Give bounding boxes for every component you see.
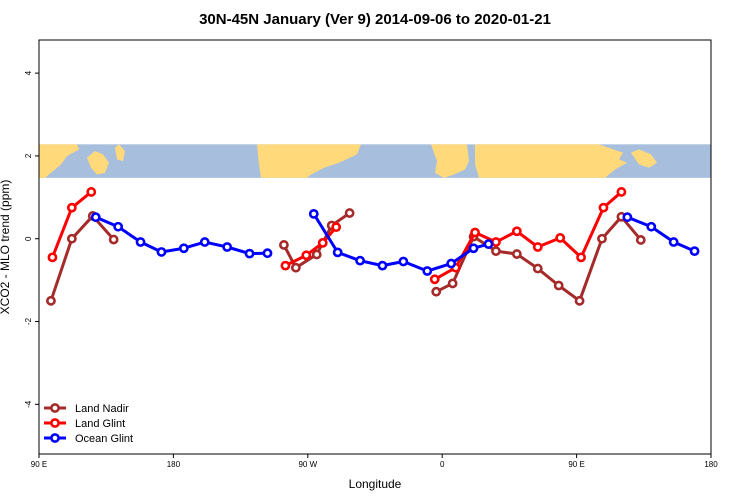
series-1-point-0-0 bbox=[47, 252, 58, 263]
y-tick-label-3: 2 bbox=[24, 153, 33, 158]
series-0-point-2-10 bbox=[635, 235, 646, 245]
legend-label-0: Land Nadir bbox=[75, 403, 129, 415]
series-0-point-2-6 bbox=[553, 280, 564, 291]
map-land-7 bbox=[509, 156, 521, 172]
map-land-3 bbox=[257, 144, 361, 178]
series-2-point-2-2 bbox=[668, 237, 679, 247]
series-2-point-1-4 bbox=[398, 256, 409, 267]
map-land-0 bbox=[39, 144, 79, 178]
series-0-point-0-0 bbox=[46, 295, 56, 306]
world-map-band bbox=[39, 144, 711, 178]
series-1-point-2-9 bbox=[616, 187, 627, 197]
series-2-point-0-3 bbox=[156, 247, 167, 257]
x-tick-label-5: 180 bbox=[704, 460, 718, 469]
y-axis-label: XCO2 - MLO trend (ppm) bbox=[0, 180, 12, 315]
series-2-point-1-0 bbox=[308, 208, 319, 219]
series-1-point-2-4 bbox=[511, 226, 522, 237]
map-land-5 bbox=[475, 144, 627, 178]
x-tick-label-3: 0 bbox=[440, 460, 445, 469]
series-1-point-1-3 bbox=[331, 222, 342, 233]
series-0-line-2 bbox=[435, 215, 642, 303]
series-2-line-2 bbox=[626, 215, 696, 253]
series-0-point-1-0 bbox=[279, 240, 289, 250]
series-0-line-0 bbox=[49, 214, 115, 302]
series-1 bbox=[47, 187, 627, 285]
map-land-6 bbox=[631, 149, 657, 168]
x-tick-label-4: 90 E bbox=[568, 460, 584, 469]
legend-marker-0 bbox=[50, 403, 60, 413]
series-2-point-1-6 bbox=[446, 258, 457, 269]
x-tick-label-0: 90 E bbox=[31, 460, 47, 469]
series-0-point-1-1 bbox=[290, 262, 301, 273]
x-axis: 90 E 180 90 W 0 90 E 180 bbox=[31, 454, 718, 469]
y-tick-label-4: 4 bbox=[24, 70, 33, 75]
series-2-point-0-5 bbox=[199, 237, 210, 247]
x-tick-label-2: 90 W bbox=[298, 460, 317, 469]
series-2-point-1-2 bbox=[355, 255, 365, 266]
legend: Land Nadir Land Glint Ocean Glint bbox=[44, 403, 133, 445]
y-tick-label-1: -2 bbox=[24, 317, 33, 325]
series-2-point-0-0 bbox=[90, 212, 101, 223]
series-1-line-1 bbox=[284, 226, 338, 267]
series-2-point-2-3 bbox=[689, 246, 700, 257]
map-land-4 bbox=[431, 144, 469, 178]
plot-frame bbox=[38, 39, 712, 455]
y-tick-label-0: -4 bbox=[24, 400, 33, 408]
chart-title: 30N-45N January (Ver 9) 2014-09-06 to 20… bbox=[199, 11, 551, 28]
series-0-point-2-8 bbox=[597, 233, 607, 244]
series-2-point-0-4 bbox=[178, 243, 189, 254]
series-0-point-2-3 bbox=[491, 246, 501, 257]
series-1-point-1-2 bbox=[317, 237, 328, 248]
series-2-point-2-1 bbox=[646, 221, 657, 232]
series-0-point-1-2 bbox=[311, 249, 322, 260]
legend-marker-2 bbox=[50, 433, 60, 443]
series-1-point-1-0 bbox=[280, 260, 291, 271]
series-1-point-0-2 bbox=[86, 187, 97, 197]
series-1-point-1-1 bbox=[301, 250, 312, 261]
series-1-point-2-6 bbox=[555, 232, 566, 243]
x-tick-label-1: 180 bbox=[167, 460, 181, 469]
series-2-point-1-8 bbox=[483, 239, 494, 250]
legend-label-2: Ocean Glint bbox=[75, 433, 133, 445]
x-axis-label: Longitude bbox=[349, 477, 402, 491]
series-0-point-2-4 bbox=[511, 249, 522, 259]
series-0-point-0-1 bbox=[66, 233, 77, 244]
series-2-point-1-3 bbox=[377, 260, 388, 271]
series-1-point-2-2 bbox=[470, 227, 480, 238]
map-land-2 bbox=[115, 144, 125, 162]
series-2-point-0-1 bbox=[113, 221, 124, 232]
series-2-point-1-5 bbox=[422, 266, 433, 276]
legend-marker-1 bbox=[50, 418, 60, 428]
series-0-point-1-4 bbox=[344, 208, 355, 218]
series-2-point-0-6 bbox=[222, 242, 233, 252]
y-axis: -4 -2 0 2 4 bbox=[24, 70, 39, 408]
series-0-point-2-5 bbox=[532, 263, 543, 274]
series-layer bbox=[46, 187, 700, 306]
series-2-point-0-2 bbox=[135, 237, 146, 247]
series-0-point-0-3 bbox=[108, 234, 119, 245]
series-2-point-2-0 bbox=[622, 212, 633, 223]
series-1-point-0-1 bbox=[66, 202, 77, 213]
legend-label-1: Land Glint bbox=[75, 418, 125, 430]
series-1-point-2-8 bbox=[598, 202, 609, 213]
series-1-point-2-3 bbox=[491, 237, 501, 247]
series-2 bbox=[90, 208, 700, 276]
y-tick-label-2: 0 bbox=[24, 236, 33, 241]
series-0-point-2-7 bbox=[574, 295, 585, 306]
series-0-point-2-0 bbox=[431, 286, 442, 297]
series-2-point-0-8 bbox=[262, 248, 273, 259]
series-2-point-1-1 bbox=[332, 247, 343, 258]
series-1-point-2-5 bbox=[532, 242, 543, 252]
series-1-point-2-7 bbox=[576, 252, 586, 263]
series-1-point-2-0 bbox=[429, 274, 440, 285]
map-land-1 bbox=[87, 151, 109, 175]
series-1-line-2 bbox=[434, 190, 623, 281]
series-0-point-2-1 bbox=[447, 278, 458, 289]
series-2-point-0-7 bbox=[244, 248, 255, 259]
series-2-point-1-7 bbox=[468, 243, 479, 254]
